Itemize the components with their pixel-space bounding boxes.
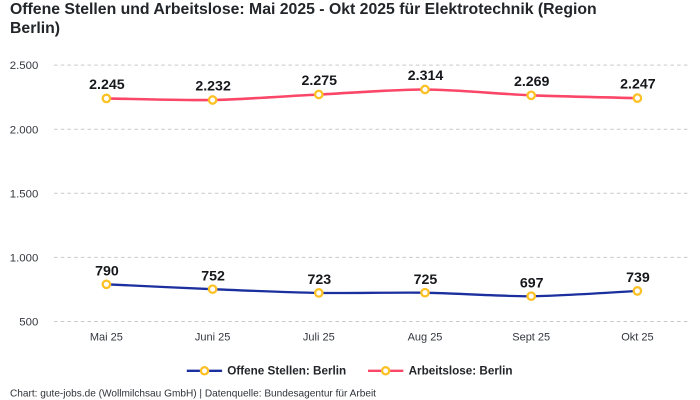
svg-text:Berlin): Berlin) [10,20,60,37]
svg-text:Okt 25: Okt 25 [621,332,653,344]
svg-text:2.247: 2.247 [620,77,656,93]
svg-text:Sept 25: Sept 25 [512,332,550,344]
svg-text:725: 725 [414,272,438,288]
svg-text:739: 739 [626,270,650,286]
svg-text:500: 500 [19,317,38,329]
svg-text:2.232: 2.232 [195,79,231,95]
svg-text:2.500: 2.500 [10,60,39,72]
svg-text:Arbeitslose: Berlin: Arbeitslose: Berlin [409,365,513,378]
svg-text:2.000: 2.000 [10,124,39,136]
svg-text:697: 697 [520,275,544,291]
svg-text:Juli 25: Juli 25 [303,332,335,344]
svg-text:723: 723 [307,272,331,288]
svg-text:Chart: gute-jobs.de (Wollmilch: Chart: gute-jobs.de (Wollmilchsau GmbH) … [10,389,376,400]
svg-text:2.275: 2.275 [302,73,338,89]
svg-text:790: 790 [95,264,119,280]
svg-text:Juni 25: Juni 25 [195,332,230,344]
svg-text:752: 752 [201,268,225,284]
svg-text:Offene Stellen und Arbeitslose: Offene Stellen und Arbeitslose: Mai 2025… [10,1,597,18]
svg-text:Aug 25: Aug 25 [408,332,443,344]
svg-text:Mai 25: Mai 25 [90,332,123,344]
svg-text:1.000: 1.000 [10,253,39,265]
svg-text:2.269: 2.269 [514,74,550,90]
svg-text:Offene Stellen: Berlin: Offene Stellen: Berlin [227,365,346,378]
svg-text:2.314: 2.314 [408,68,444,84]
svg-text:2.245: 2.245 [89,77,125,93]
svg-text:1.500: 1.500 [10,188,39,200]
